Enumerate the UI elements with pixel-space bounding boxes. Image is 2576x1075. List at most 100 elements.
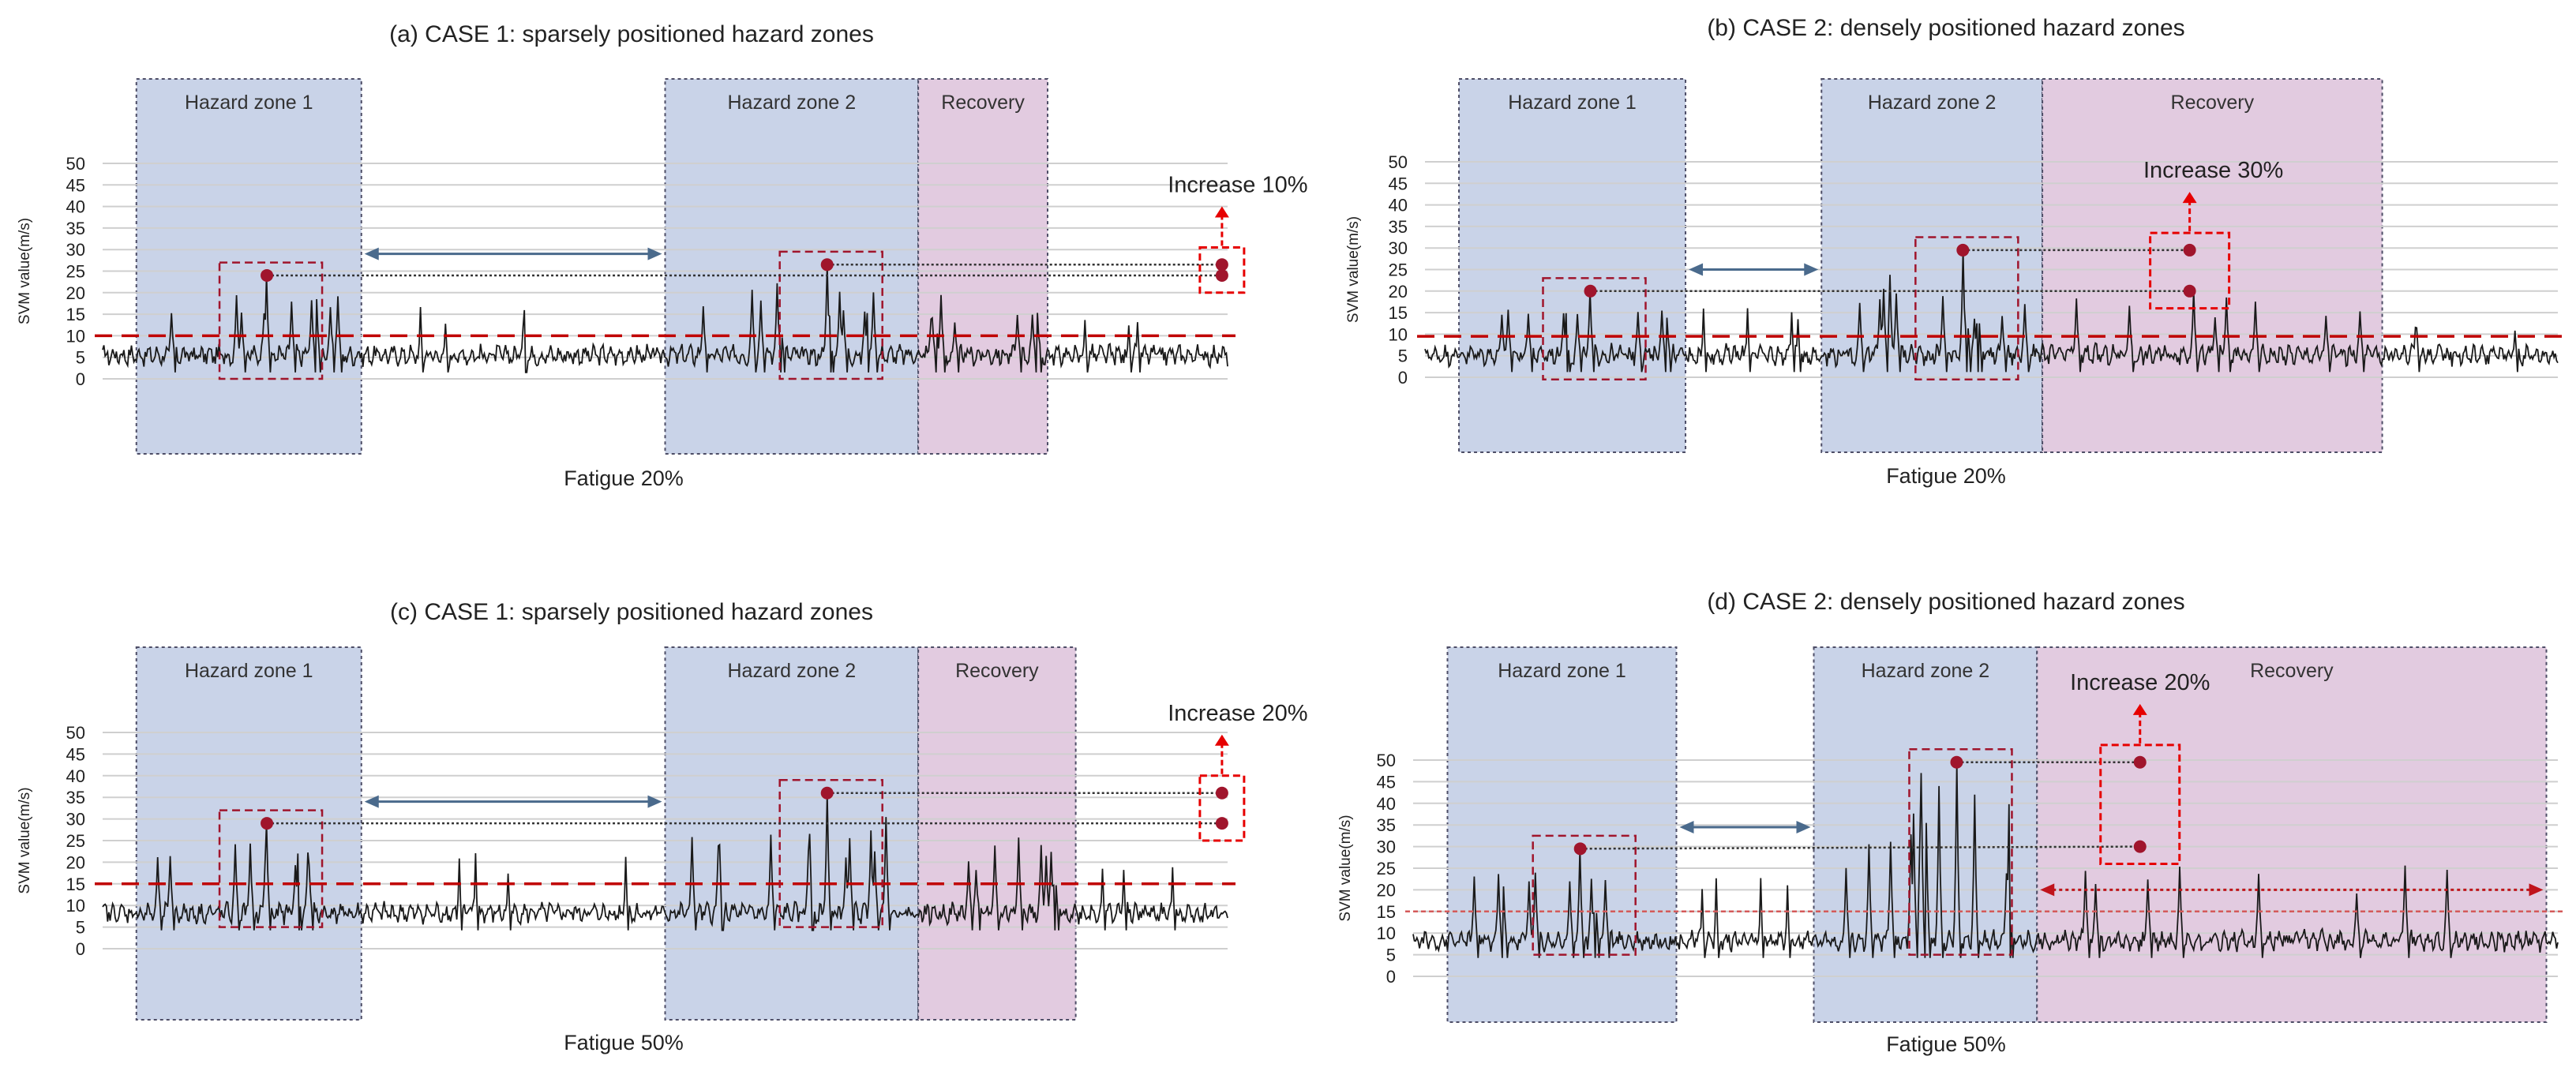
- zone-hazard-1: [1820, 78, 2044, 453]
- y-tick-label: 20: [1389, 282, 1408, 302]
- y-tick-label: 5: [76, 918, 85, 938]
- increase-arrow-head: [2182, 192, 2197, 204]
- svm-signal-line: [1424, 249, 2559, 373]
- y-tick-label: 15: [1377, 902, 1396, 922]
- recovery-highlight-box: [2099, 744, 2181, 866]
- peak-point-marker: [1950, 755, 1963, 769]
- y-tick-label: 0: [76, 939, 85, 959]
- y-axis-label: SVM value(m/s): [17, 218, 33, 324]
- recovery-span-arrow-head-right: [2529, 883, 2544, 897]
- peak-point-marker: [2133, 840, 2147, 853]
- fatigue-label: Fatigue 50%: [1886, 1032, 2006, 1056]
- y-tick-label: 0: [1386, 967, 1396, 987]
- increase-arrow-head: [1214, 206, 1229, 218]
- panel-title: (c) CASE 1: sparsely positioned hazard z…: [390, 599, 873, 625]
- recovery-highlight-box: [2149, 231, 2231, 310]
- peak-point-marker: [1215, 258, 1228, 272]
- y-tick-label: 5: [1398, 346, 1408, 366]
- recovery-highlight-box: [1198, 774, 1246, 842]
- zone-recovery-2: [2042, 78, 2383, 453]
- y-tick-label: 15: [1389, 303, 1408, 323]
- y-tick-label: 45: [1389, 174, 1408, 193]
- zone-label: Recovery: [955, 660, 1039, 682]
- y-tick-label: 10: [1389, 324, 1408, 344]
- y-tick-label: 5: [76, 348, 85, 368]
- peak-point-marker: [2133, 755, 2147, 769]
- panel-title: (b) CASE 2: densely positioned hazard zo…: [1707, 15, 2184, 41]
- zone-label: Hazard zone 1: [1498, 660, 1626, 682]
- peak-box-zone2: [778, 250, 883, 380]
- y-tick-label: 50: [1389, 152, 1408, 172]
- y-tick-label: 5: [1386, 946, 1396, 965]
- y-tick-label: 10: [66, 326, 85, 346]
- peak-point-marker: [1956, 243, 1970, 257]
- y-tick-label: 25: [1389, 260, 1408, 280]
- zone-hazard-0: [1446, 646, 1678, 1023]
- zone-label: Hazard zone 2: [728, 92, 857, 114]
- y-tick-label: 30: [1389, 238, 1408, 258]
- y-tick-label: 40: [66, 766, 85, 786]
- recovery-highlight-box: [1198, 245, 1246, 294]
- peak-point-marker: [2183, 284, 2196, 298]
- peak-box-zone2: [778, 779, 883, 928]
- y-axis-label: SVM value(m/s): [17, 787, 33, 893]
- gap-arrow-head-right: [1804, 263, 1819, 276]
- y-tick-label: 40: [66, 197, 85, 217]
- zone-label: Hazard zone 2: [728, 660, 857, 682]
- y-tick-label: 35: [66, 788, 85, 807]
- zone-label: Hazard zone 1: [185, 660, 313, 682]
- peak-box-zone1: [218, 261, 324, 380]
- zone-label: Recovery: [941, 92, 1025, 114]
- gap-arrow-head-left: [1689, 263, 1704, 276]
- peak-box-zone1: [1542, 277, 1647, 380]
- y-tick-label: 35: [1377, 815, 1396, 835]
- zone-recovery-2: [917, 78, 1048, 455]
- y-tick-label: 30: [1377, 837, 1396, 857]
- y-tick-label: 20: [1377, 880, 1396, 900]
- zone-label: Recovery: [2171, 92, 2255, 114]
- gap-arrow-head-right: [1796, 820, 1811, 833]
- increase-annotation: Increase 20%: [1168, 701, 1307, 726]
- zone-label: Hazard zone 1: [1508, 92, 1637, 114]
- peak-point-marker: [820, 786, 834, 800]
- y-tick-label: 50: [66, 154, 85, 174]
- y-tick-label: 20: [66, 852, 85, 872]
- y-tick-label: 45: [66, 175, 85, 195]
- fatigue-label: Fatigue 50%: [564, 1031, 684, 1054]
- peak-point-marker: [1215, 817, 1228, 830]
- peak-point-marker: [1584, 284, 1597, 298]
- peak-box-zone1: [1532, 834, 1637, 956]
- y-tick-label: 10: [66, 896, 85, 916]
- zone-hazard-1: [664, 646, 920, 1021]
- peak-point-marker: [1573, 842, 1587, 856]
- svm-signal-line: [102, 792, 1228, 931]
- zone-hazard-1: [1813, 646, 2038, 1023]
- panel-title: (d) CASE 2: densely positioned hazard zo…: [1707, 589, 2184, 615]
- peak-point-marker: [261, 817, 274, 830]
- peak-point-marker: [261, 268, 274, 282]
- y-tick-label: 35: [66, 219, 85, 238]
- gap-arrow-head-left: [1679, 820, 1694, 833]
- y-tick-label: 30: [66, 810, 85, 830]
- increase-arrow-head: [1214, 734, 1229, 746]
- recovery-span-arrow-head-left: [2040, 883, 2055, 897]
- fatigue-label: Fatigue 20%: [564, 466, 684, 490]
- y-tick-label: 25: [66, 262, 85, 282]
- zone-hazard-0: [1458, 78, 1687, 453]
- y-tick-label: 40: [1377, 794, 1396, 814]
- peak-point-marker: [1215, 268, 1228, 282]
- gap-arrow-head-left: [364, 795, 379, 808]
- y-tick-label: 50: [66, 723, 85, 743]
- increase-annotation: Increase 30%: [2143, 158, 2283, 183]
- y-tick-label: 35: [1389, 217, 1408, 237]
- gap-arrow-head-right: [647, 795, 662, 808]
- y-tick-label: 15: [66, 305, 85, 324]
- y-tick-label: 10: [1377, 923, 1396, 943]
- y-tick-label: 25: [1377, 859, 1396, 878]
- peak-box-zone1: [218, 809, 324, 928]
- zone-label: Hazard zone 2: [1862, 660, 1990, 682]
- svm-signal-line: [1412, 762, 2559, 958]
- peak-point-marker: [820, 258, 834, 272]
